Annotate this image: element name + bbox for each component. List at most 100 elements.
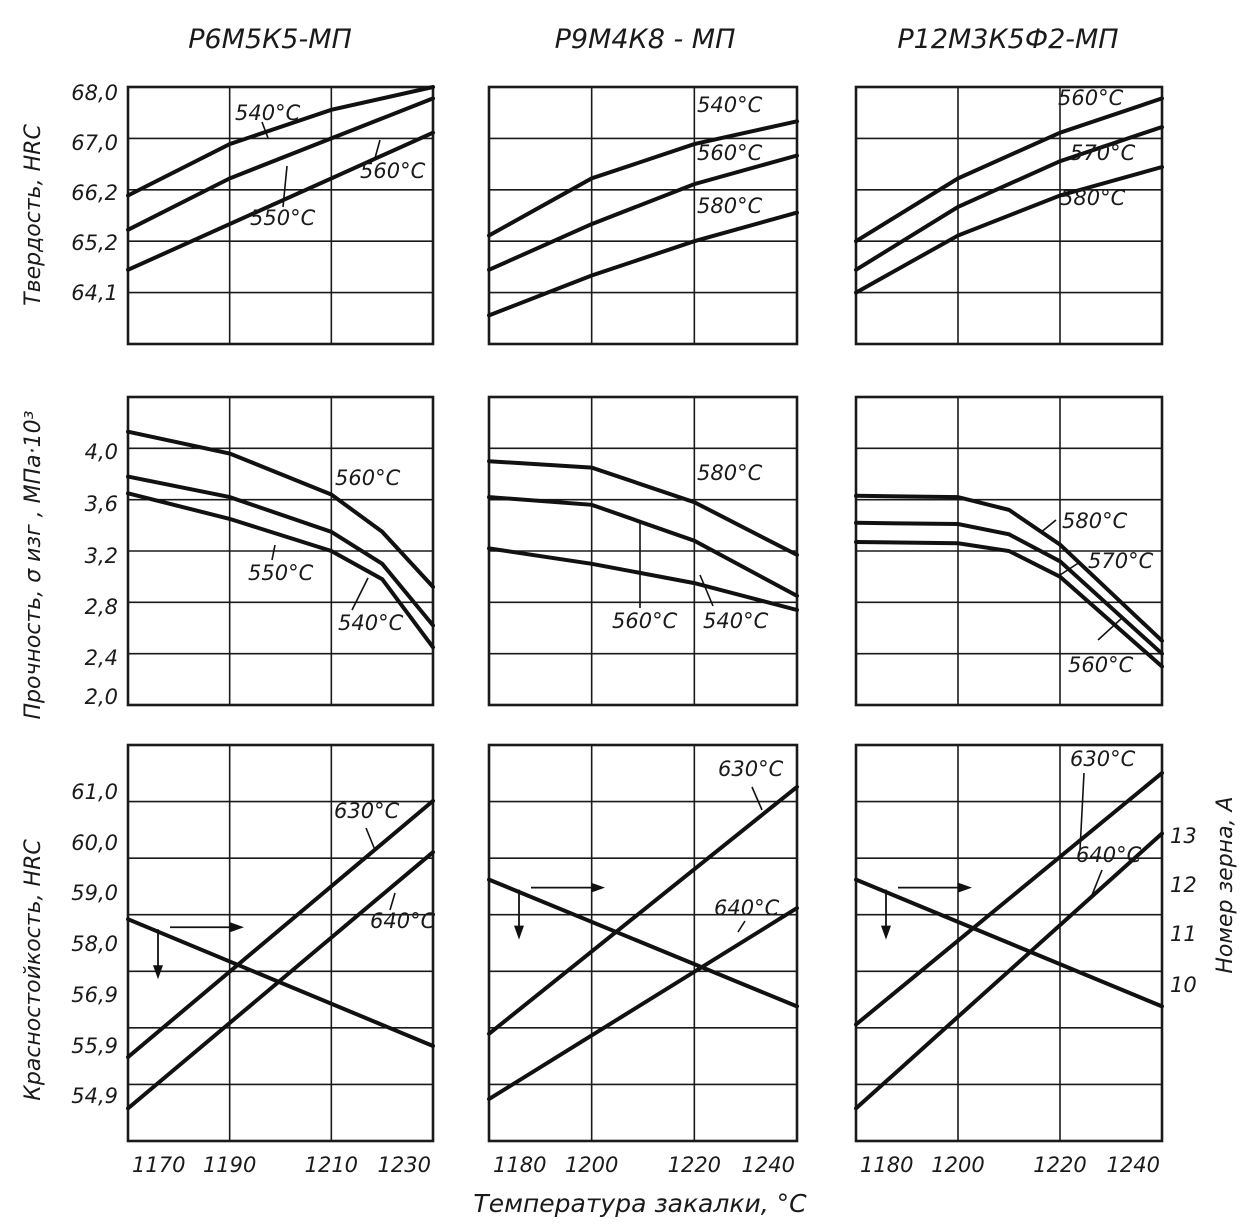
series-label: 560°С: [697, 141, 763, 165]
label-leader: [374, 139, 381, 159]
y-axis-title-strength: Прочность, σ изг , МПа·10³: [21, 410, 46, 719]
arrowhead: [881, 925, 891, 940]
series-group: [854, 771, 1164, 1111]
series-label: 580°С: [697, 194, 763, 218]
arrowhead: [153, 965, 163, 980]
y-tick-label: 2,4: [85, 646, 118, 670]
series-line: [487, 906, 799, 1102]
grain-number-line: [487, 877, 799, 1009]
plot-frame: [854, 395, 1164, 707]
series-line: [854, 96, 1164, 244]
x-tick-label: 1180: [493, 1153, 546, 1177]
panel-hardness-2: [487, 85, 799, 346]
y-tick-label: 66,2: [71, 181, 118, 205]
series-line: [126, 130, 435, 272]
y-tick-label: 58,0: [71, 932, 118, 956]
label-leader: [737, 920, 746, 933]
plot-frame: [487, 743, 799, 1143]
x-tick-label: 1230: [378, 1153, 431, 1177]
y-tick-label: 68,0: [71, 81, 118, 105]
series-line: [854, 125, 1164, 272]
x-tick-label: 1240: [1107, 1153, 1160, 1177]
series-group: [854, 493, 1164, 669]
x-tick-label: 1220: [1033, 1153, 1086, 1177]
series-line: [126, 474, 435, 628]
y-axis-title-redness: Красностойкость, HRC: [21, 839, 46, 1101]
series-label: 570°С: [1070, 141, 1136, 165]
series-line: [854, 520, 1164, 656]
series-group: [487, 119, 799, 318]
series-label: 560°С: [1068, 653, 1134, 677]
series-label: 550°С: [248, 561, 314, 585]
y-axis-title-hardness: Твердость, HRC: [21, 124, 46, 306]
steel-title-2: Р9М4К8 - МП: [555, 24, 736, 55]
x-tick-label: 1190: [203, 1153, 256, 1177]
x-tick-label: 1200: [931, 1153, 984, 1177]
series-group: [126, 798, 435, 1111]
steel-title-1: Р6М5К5-МП: [188, 24, 352, 55]
series-line: [126, 429, 435, 589]
series-label: 580°С: [1062, 509, 1128, 533]
x-tick-label: 1200: [565, 1153, 618, 1177]
series-line: [487, 153, 799, 272]
panel-redness-1: [126, 743, 435, 1143]
label-leader: [751, 786, 763, 811]
series-line: [126, 798, 435, 1060]
label-leader: [1059, 561, 1081, 576]
arrowhead: [230, 922, 244, 933]
x-tick-label: 1210: [305, 1153, 358, 1177]
series-line: [126, 85, 435, 198]
y-tick-label: 67,0: [71, 131, 118, 155]
series-label: 640°С: [1076, 843, 1142, 867]
label-leader: [1079, 772, 1085, 851]
series-label: 560°С: [612, 609, 678, 633]
series-label: 540°С: [703, 609, 769, 633]
y-tick-label: 3,2: [85, 544, 118, 568]
right-y-axis-title: Номер зерна, А: [1213, 796, 1238, 973]
series-line: [126, 491, 435, 650]
grain-number-line: [126, 917, 435, 1048]
series-label: 580°С: [1060, 186, 1126, 210]
series-line: [126, 850, 435, 1111]
y-tick-label: 61,0: [71, 780, 118, 804]
y-tick-label: 65,2: [71, 231, 118, 255]
series-line: [487, 546, 799, 612]
x-tick-label: 1170: [132, 1153, 185, 1177]
series-label: 560°С: [335, 466, 401, 490]
y-tick-label: 3,6: [85, 492, 118, 516]
arrowhead: [514, 925, 524, 940]
series-group: [126, 85, 435, 272]
series-line: [854, 165, 1164, 295]
panel-hardness-1: [126, 85, 435, 346]
y-tick-label: 59,0: [71, 881, 118, 905]
x-tick-label: 1180: [860, 1153, 913, 1177]
series-label: 640°С: [714, 896, 780, 920]
panel-redness-2: [487, 743, 799, 1143]
panel-strength-2: [487, 395, 799, 707]
series-label: 540°С: [338, 611, 404, 635]
plot-frame: [854, 743, 1164, 1143]
plot-frame: [126, 395, 435, 707]
series-label: 640°С: [370, 909, 436, 933]
right-y-tick-label: 11: [1170, 922, 1197, 946]
series-line: [487, 495, 799, 598]
series-label: 630°С: [1070, 747, 1136, 771]
series-label: 630°С: [718, 757, 784, 781]
y-tick-label: 64,1: [71, 281, 118, 305]
x-axis-title: Температура закалки, °С: [473, 1189, 807, 1218]
series-line: [854, 771, 1164, 1027]
plot-frame: [126, 85, 435, 346]
series-label: 560°С: [360, 159, 426, 183]
series-label: 630°С: [334, 799, 400, 823]
series-label: 570°С: [1088, 549, 1154, 573]
y-tick-label: 2,8: [85, 595, 118, 619]
series-label: 550°С: [250, 206, 316, 230]
y-tick-label: 54,9: [71, 1084, 118, 1108]
plot-frame: [487, 395, 799, 707]
series-label: 580°С: [697, 461, 763, 485]
series-group: [487, 784, 799, 1102]
series-group: [487, 459, 799, 612]
series-line: [487, 459, 799, 557]
label-leader: [261, 121, 269, 139]
label-leader: [1091, 869, 1103, 896]
